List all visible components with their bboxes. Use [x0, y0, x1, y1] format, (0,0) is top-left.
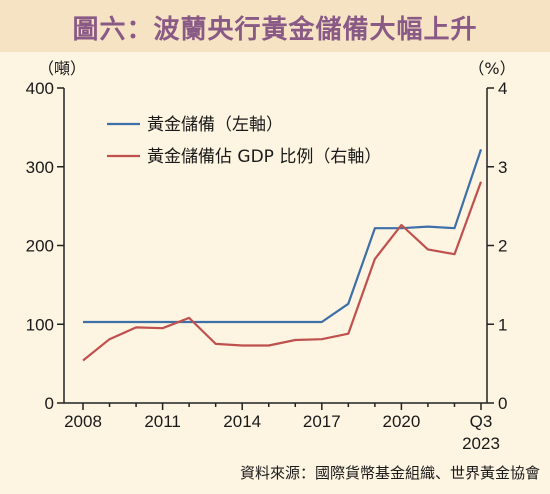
- right-tick-label: 3: [498, 158, 507, 177]
- x-tick-label: 2008: [64, 412, 102, 431]
- chart-title: 圖六：波蘭央行黃金儲備大幅上升: [72, 15, 478, 45]
- series-lines: [82, 149, 483, 362]
- right-tick-label: 0: [498, 394, 507, 413]
- source-note: 資料來源：國際貨幣基金組織、世界黃金協會: [239, 464, 540, 482]
- left-tick-label: 0: [45, 394, 54, 413]
- x-tick-sublabel: 2023: [462, 434, 500, 453]
- right-tick-label: 1: [498, 315, 507, 334]
- series-line-1: [83, 149, 483, 324]
- left-tick-label: 200: [26, 237, 54, 256]
- x-tick-label: Q3: [470, 412, 493, 431]
- x-tick-label: 2017: [303, 412, 341, 431]
- x-tick-label: 2011: [144, 412, 181, 431]
- tick-labels: 0 100 200 300 400 0 1 2 3 4 （噸） （%） 2008 2011 2014 2017…: [26, 59, 516, 453]
- x-tick-label: 2020: [382, 412, 420, 431]
- right-axis-unit: （%）: [468, 59, 515, 78]
- x-tick-label: 2014: [223, 412, 261, 431]
- left-tick-label: 100: [26, 315, 54, 334]
- left-tick-label: 300: [26, 158, 54, 177]
- axes: [57, 87, 494, 410]
- series-line-2: [82, 181, 483, 362]
- right-tick-label: 2: [498, 237, 507, 256]
- title-bar: [0, 0, 550, 52]
- left-axis-unit: （噸）: [38, 59, 86, 78]
- right-tick-label: 4: [498, 79, 507, 98]
- left-tick-label: 400: [26, 79, 54, 98]
- legend-label-1: 黃金儲備（左軸）: [147, 115, 283, 135]
- legend: 黃金儲備（左軸） 黃金儲備佔 GDP 比例（右軸）: [107, 115, 381, 167]
- legend-label-2: 黃金儲備佔 GDP 比例（右軸）: [147, 147, 381, 167]
